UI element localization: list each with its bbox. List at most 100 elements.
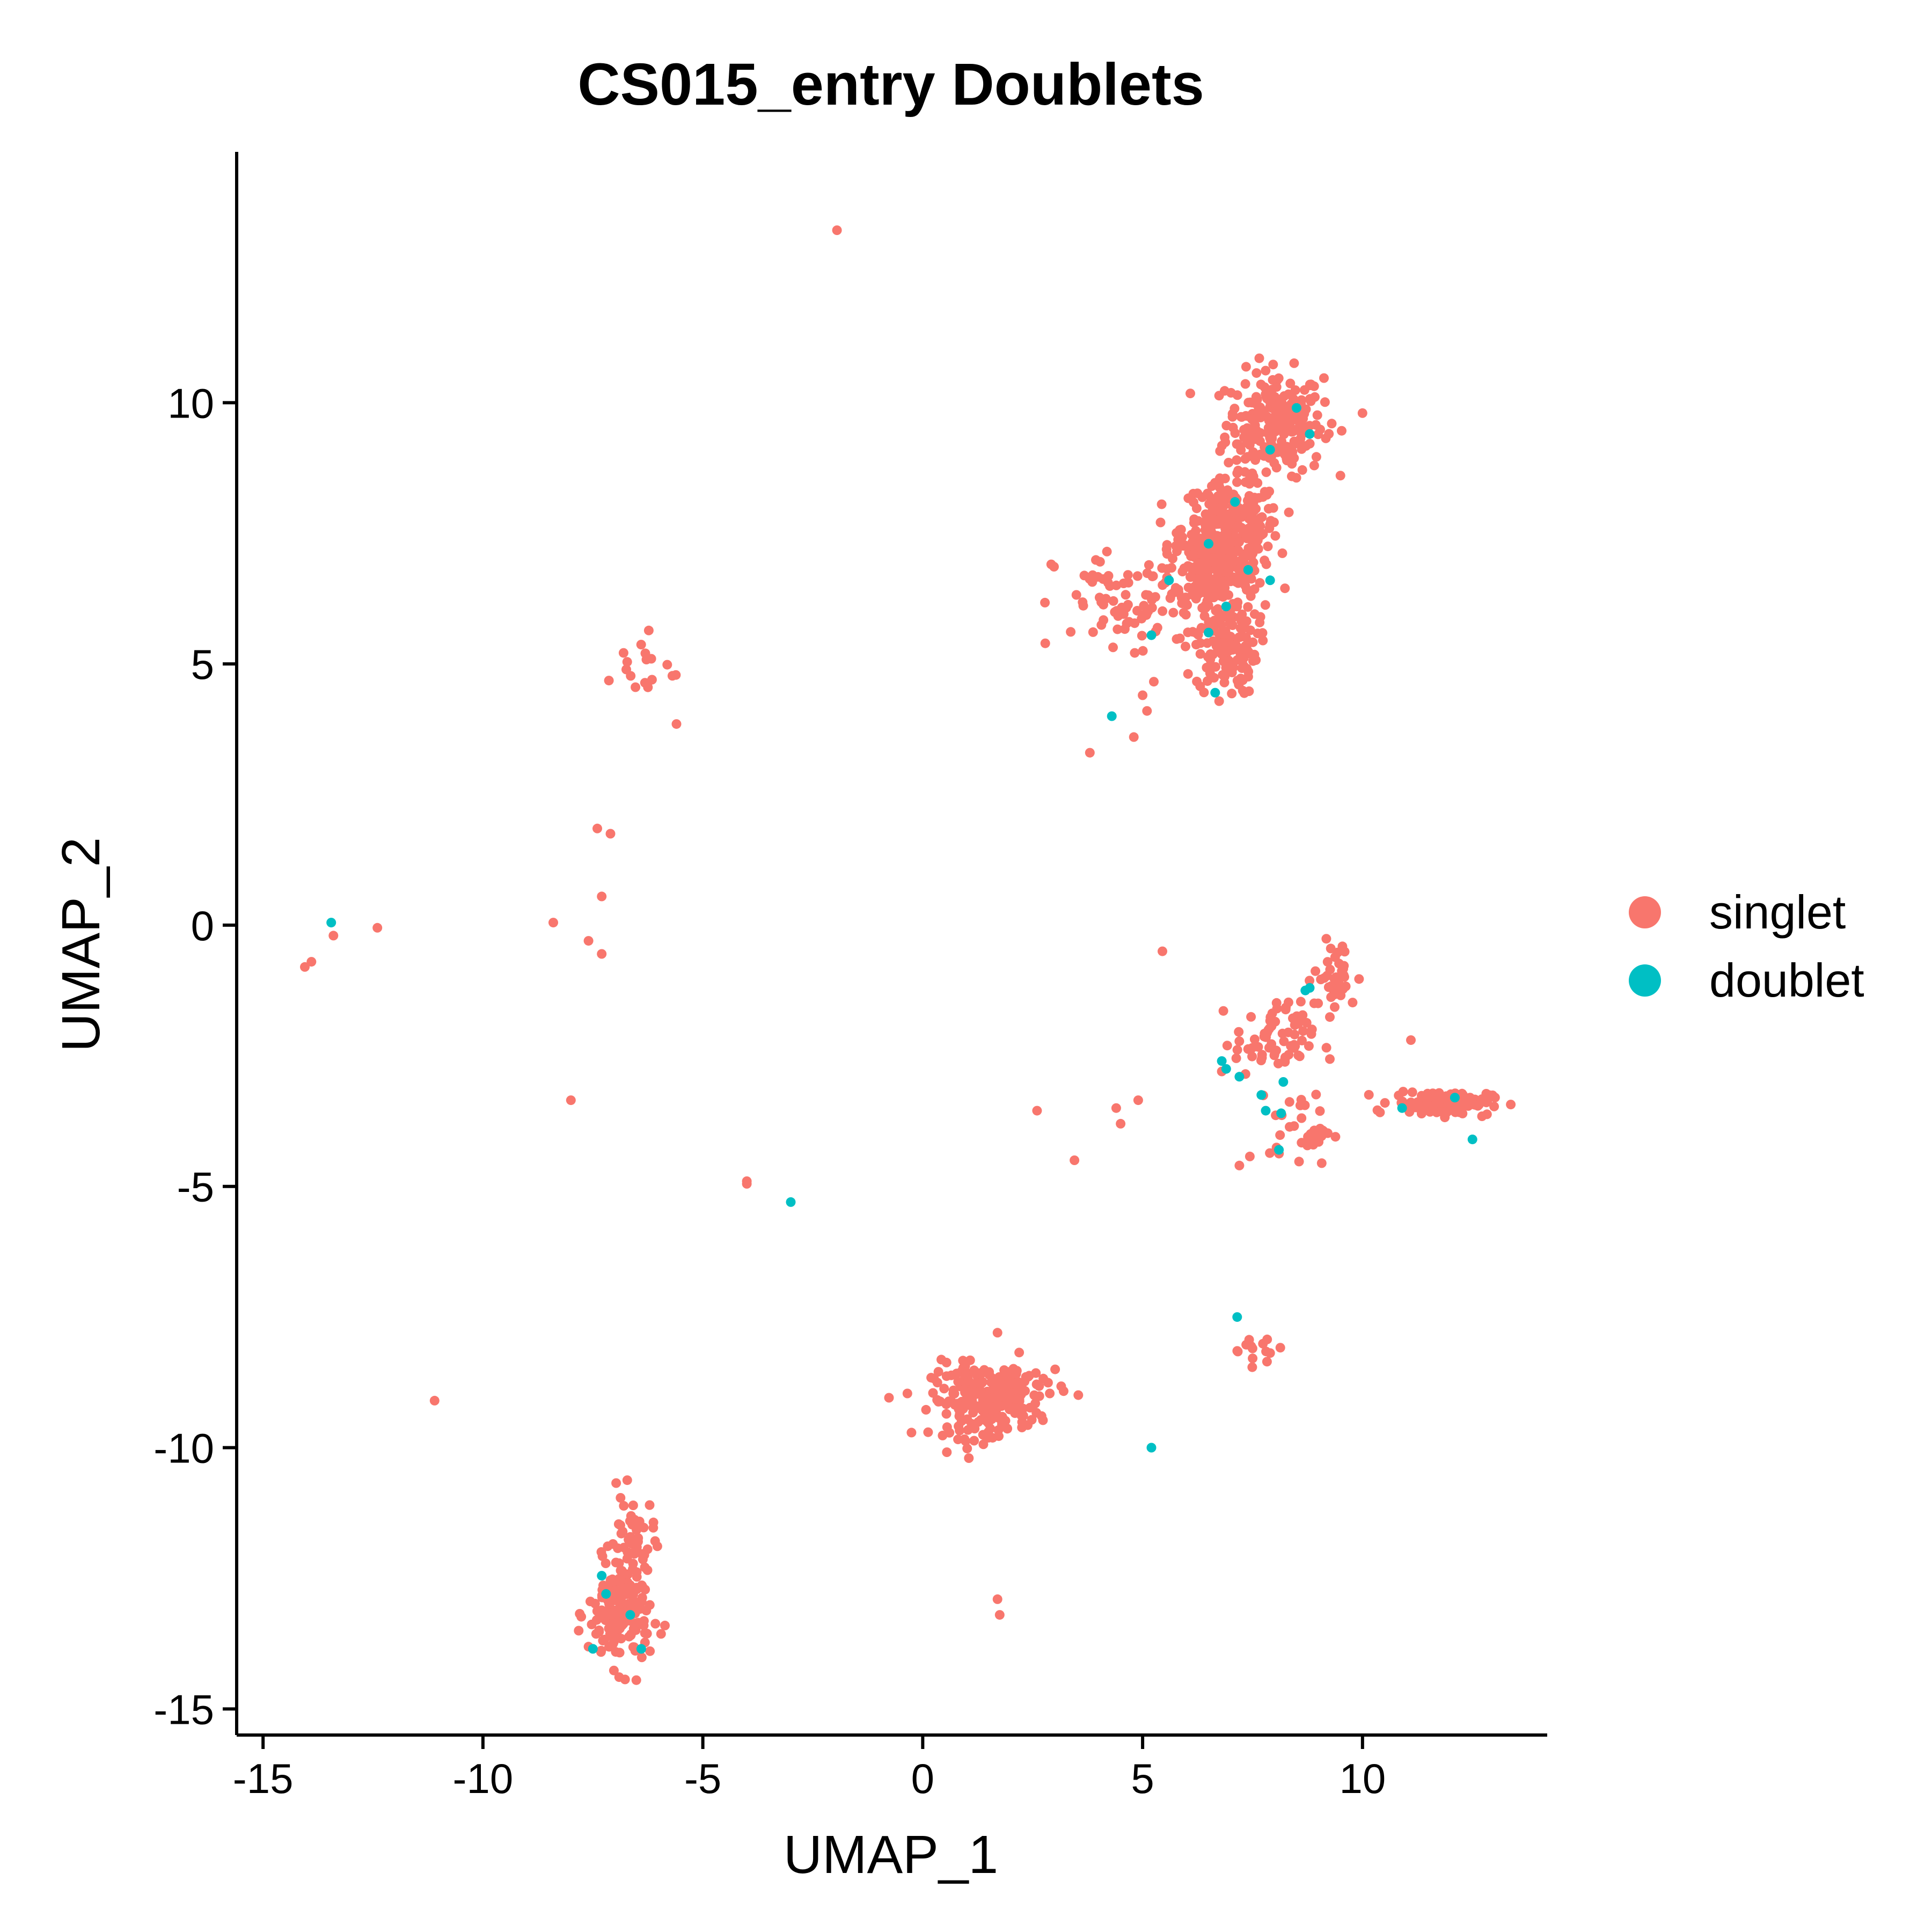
point-singlet — [1030, 1399, 1041, 1409]
point-singlet — [932, 1378, 942, 1388]
point-singlet — [1260, 555, 1270, 566]
point-singlet — [628, 1623, 639, 1634]
point-singlet — [1241, 362, 1251, 372]
point-singlet — [1257, 512, 1267, 522]
point-singlet — [1334, 958, 1344, 969]
point-singlet — [610, 1576, 620, 1586]
point-singlet — [1243, 572, 1253, 582]
point-singlet — [1121, 590, 1131, 600]
point-singlet — [1232, 477, 1242, 487]
point-singlet — [631, 1675, 641, 1685]
series-singlet — [300, 225, 1516, 1685]
point-doublet — [1278, 1077, 1289, 1087]
point-singlet — [1192, 676, 1202, 686]
point-singlet — [1299, 408, 1309, 419]
point-singlet — [1189, 497, 1198, 507]
point-singlet — [1322, 971, 1332, 980]
point-singlet — [1261, 467, 1271, 477]
point-singlet — [1066, 627, 1076, 637]
point-singlet — [942, 1447, 952, 1457]
point-singlet — [972, 1378, 982, 1388]
point-singlet — [1229, 546, 1239, 557]
point-singlet — [1183, 669, 1193, 679]
point-singlet — [1251, 539, 1261, 548]
point-singlet — [1305, 379, 1315, 390]
point-singlet — [971, 1389, 982, 1399]
point-singlet — [1207, 481, 1217, 491]
point-singlet — [1433, 1097, 1444, 1108]
point-singlet — [1209, 557, 1219, 567]
point-singlet — [1130, 648, 1140, 658]
point-singlet — [967, 1418, 977, 1429]
point-singlet — [1225, 612, 1235, 621]
point-singlet — [662, 660, 672, 670]
point-doublet — [1221, 1064, 1231, 1074]
point-singlet — [1249, 416, 1259, 426]
point-singlet — [648, 1523, 658, 1533]
point-singlet — [1286, 1041, 1296, 1051]
point-singlet — [660, 1620, 670, 1630]
point-singlet — [642, 1565, 653, 1575]
point-doublet — [1210, 687, 1220, 698]
point-singlet — [1196, 565, 1206, 575]
point-singlet — [1138, 690, 1148, 700]
point-singlet — [645, 1500, 655, 1510]
point-singlet — [933, 1367, 943, 1377]
point-singlet — [1335, 471, 1345, 481]
point-singlet — [1313, 998, 1323, 1008]
point-singlet — [1305, 976, 1315, 986]
point-singlet — [1234, 679, 1244, 690]
point-singlet — [1202, 676, 1212, 686]
point-singlet — [1155, 517, 1166, 528]
point-singlet — [1214, 645, 1225, 655]
point-singlet — [1218, 656, 1228, 667]
legend-key-doublet — [1629, 964, 1661, 997]
x-axis-ticks: -15 -10 -5 0 5 10 — [233, 1735, 1386, 1802]
point-singlet — [1218, 1006, 1228, 1016]
point-singlet — [1271, 998, 1282, 1008]
point-singlet — [1185, 389, 1195, 399]
point-singlet — [1014, 1348, 1024, 1358]
point-singlet — [1271, 463, 1282, 473]
point-singlet — [640, 1584, 650, 1594]
point-doublet — [1274, 1145, 1284, 1155]
y-tick-label: -10 — [153, 1425, 214, 1472]
point-singlet — [1214, 391, 1224, 401]
point-singlet — [628, 1538, 639, 1548]
point-doublet — [1204, 627, 1213, 638]
point-doublet — [1265, 445, 1275, 455]
point-singlet — [1274, 401, 1283, 412]
point-singlet — [1217, 506, 1227, 516]
point-singlet — [1416, 1109, 1426, 1118]
point-singlet — [1256, 379, 1266, 390]
point-singlet — [300, 962, 310, 972]
point-singlet — [1406, 1035, 1416, 1045]
point-singlet — [1202, 663, 1212, 672]
point-singlet — [1312, 1130, 1322, 1140]
point-singlet — [1263, 541, 1273, 552]
point-singlet — [955, 1409, 965, 1419]
point-singlet — [1481, 1097, 1491, 1108]
point-singlet — [597, 891, 607, 902]
point-singlet — [1203, 652, 1213, 662]
point-singlet — [1280, 583, 1290, 594]
x-tick-label: 10 — [1339, 1755, 1386, 1802]
point-singlet — [1271, 382, 1282, 392]
point-singlet — [1152, 623, 1162, 633]
point-singlet — [1183, 627, 1193, 638]
point-singlet — [1195, 542, 1205, 552]
point-singlet — [1188, 550, 1198, 560]
point-singlet — [1017, 1422, 1027, 1432]
point-singlet — [636, 1652, 647, 1663]
point-singlet — [629, 1547, 639, 1557]
point-singlet — [1010, 1403, 1020, 1414]
point-singlet — [1228, 422, 1238, 433]
point-singlet — [613, 1543, 623, 1553]
point-singlet — [1297, 1035, 1307, 1045]
point-singlet — [1243, 543, 1254, 553]
point-singlet — [1268, 360, 1278, 370]
point-singlet — [928, 1388, 938, 1398]
point-doublet — [1261, 1106, 1271, 1116]
point-singlet — [1255, 612, 1265, 622]
point-singlet — [1290, 1029, 1300, 1040]
